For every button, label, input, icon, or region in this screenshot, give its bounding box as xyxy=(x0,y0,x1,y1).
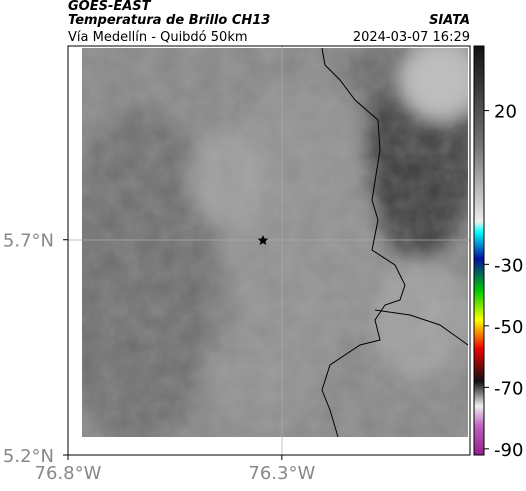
region: Vía Medellín - Quibdó 50km xyxy=(68,30,248,45)
lon-tick-label: 76.8°W xyxy=(35,463,102,484)
source: GOES-EAST xyxy=(68,0,152,14)
agency: SIATA xyxy=(429,13,470,28)
colorbar-tick-label: -70 xyxy=(494,378,523,399)
product: Temperatura de Brillo CH13 xyxy=(68,13,270,28)
timestamp: 2024-03-07 16:29 xyxy=(353,30,470,45)
lat-tick-label: 5.7°N xyxy=(3,231,54,252)
colorbar xyxy=(473,45,485,456)
colorbar-tick-label: -90 xyxy=(494,440,523,461)
satellite-image xyxy=(67,45,471,456)
lon-tick-label: 76.3°W xyxy=(248,463,315,484)
lat-tick-label: 5.2°N xyxy=(3,446,54,467)
colorbar-tick-label: 20 xyxy=(494,102,517,123)
colorbar-tick-label: -50 xyxy=(494,317,523,338)
colorbar-tick-label: -30 xyxy=(494,255,523,276)
